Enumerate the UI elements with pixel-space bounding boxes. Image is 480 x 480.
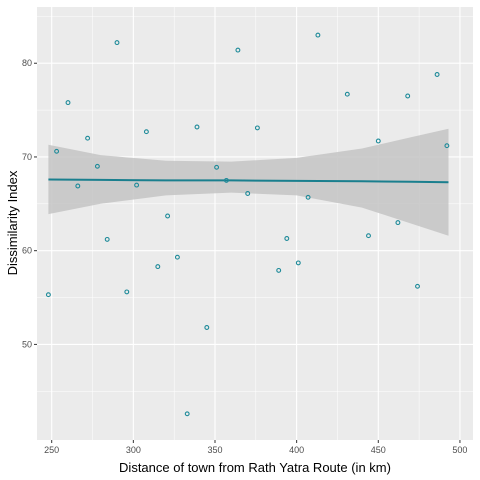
data-point: [245, 191, 251, 196]
data-point: [415, 283, 420, 289]
data-point: [366, 233, 371, 239]
x-tick-label: 350: [207, 445, 222, 455]
data-point: [204, 325, 210, 330]
data-point: [214, 164, 220, 170]
data-point: [114, 40, 120, 46]
data-point: [85, 135, 91, 141]
data-point: [434, 72, 440, 77]
data-point: [65, 100, 71, 106]
data-point: [223, 177, 229, 183]
x-tick-label: 500: [452, 445, 467, 455]
x-axis-ticks: 250 300 350 400 450 500: [44, 440, 467, 455]
data-points: [45, 32, 450, 417]
data-point: [276, 267, 282, 273]
data-point: [395, 220, 401, 226]
data-point: [344, 91, 350, 97]
data-point: [155, 264, 161, 270]
x-tick-label: 300: [126, 445, 141, 455]
data-point: [315, 32, 321, 38]
confidence-ribbon: [48, 128, 449, 236]
y-tick-label: 60: [22, 246, 32, 256]
data-point: [104, 236, 110, 242]
data-point: [375, 138, 381, 144]
data-point: [284, 236, 290, 241]
data-point: [165, 213, 171, 219]
data-point: [94, 163, 100, 169]
grid-lines: [37, 7, 473, 440]
data-point: [444, 143, 450, 149]
data-point: [184, 411, 190, 417]
data-point: [295, 260, 301, 266]
x-tick-label: 400: [289, 445, 304, 455]
data-point: [254, 125, 260, 131]
y-axis-title: Dissimilarity Index: [5, 170, 20, 275]
data-point: [305, 194, 311, 200]
data-point: [194, 124, 200, 130]
data-point: [235, 47, 241, 53]
data-point: [75, 183, 81, 189]
fit-line-group: [48, 178, 449, 184]
fit-line: [48, 178, 449, 184]
data-point: [405, 93, 411, 99]
confidence-band: [48, 128, 449, 236]
x-axis-title: Distance of town from Rath Yatra Route (…: [119, 460, 391, 475]
data-point: [124, 289, 130, 295]
data-point: [45, 292, 51, 298]
x-tick-label: 450: [371, 445, 386, 455]
data-point: [143, 129, 149, 135]
data-point: [134, 182, 140, 188]
y-tick-label: 80: [22, 58, 32, 68]
y-axis-ticks: 50 60 70 80: [22, 58, 37, 349]
plot-panel: [37, 7, 473, 440]
y-tick-label: 50: [22, 339, 32, 349]
data-point: [54, 148, 60, 154]
x-tick-label: 250: [44, 445, 59, 455]
data-point: [174, 254, 180, 260]
y-tick-label: 70: [22, 152, 32, 162]
